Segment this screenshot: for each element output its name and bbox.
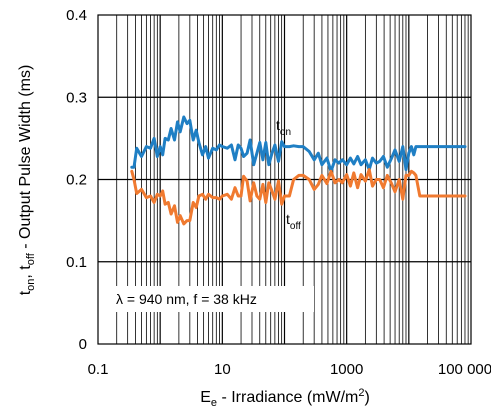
grid-major-lines	[98, 15, 471, 344]
x-tick-label: 1000	[330, 361, 363, 378]
y-axis-label-s1: on	[25, 279, 37, 291]
annotation-group: λ = 940 nm, f = 38 kHz	[107, 286, 314, 312]
x-axis-label-sub: e	[211, 397, 217, 409]
annotation-text: λ = 940 nm, f = 38 kHz	[116, 291, 257, 307]
y-axis-label-rest: - Output Pulse Width (ms)	[17, 65, 34, 254]
series-layer	[130, 115, 467, 226]
x-tick-labels: 0.1 10 1000 100 000	[88, 361, 491, 378]
y-tick-label: 0	[79, 336, 87, 353]
y-axis-label-mid: , t	[17, 265, 34, 279]
x-tick-label: 100 000	[438, 361, 491, 378]
series-label-ton-sub: on	[280, 127, 291, 138]
series-label-toff: toff	[286, 211, 301, 232]
y-axis-label-s2: off	[25, 252, 37, 265]
series-line-toff	[130, 168, 467, 226]
series-label-toff-sub: off	[290, 221, 301, 232]
series-label-ton: ton	[276, 117, 291, 138]
x-axis-label: Ee - Irradiance (mW/m2)	[200, 387, 370, 409]
y-tick-label: 0.2	[66, 172, 87, 189]
series-line-ton	[130, 115, 467, 173]
y-tick-label: 0.4	[66, 7, 87, 24]
y-tick-label: 0.3	[66, 89, 87, 106]
y-tick-labels: 0 0.1 0.2 0.3 0.4	[66, 7, 87, 353]
x-axis-label-rest: - Irradiance (mW/m	[217, 389, 358, 406]
y-tick-label: 0.1	[66, 254, 87, 271]
x-axis-label-main: E	[200, 389, 211, 406]
annotation-box	[107, 286, 314, 312]
x-tick-label: 10	[214, 361, 231, 378]
series-label-toff-main: t	[286, 211, 290, 227]
y-axis-label-t1: t	[17, 290, 34, 295]
plot-frame	[97, 14, 472, 345]
x-axis-label-end: )	[364, 389, 369, 406]
y-axis-label: ton, toff - Output Pulse Width (ms)	[17, 65, 37, 296]
series-label-ton-main: t	[276, 117, 280, 133]
x-tick-label: 0.1	[88, 361, 109, 378]
x-axis-label-sup: 2	[358, 387, 364, 399]
